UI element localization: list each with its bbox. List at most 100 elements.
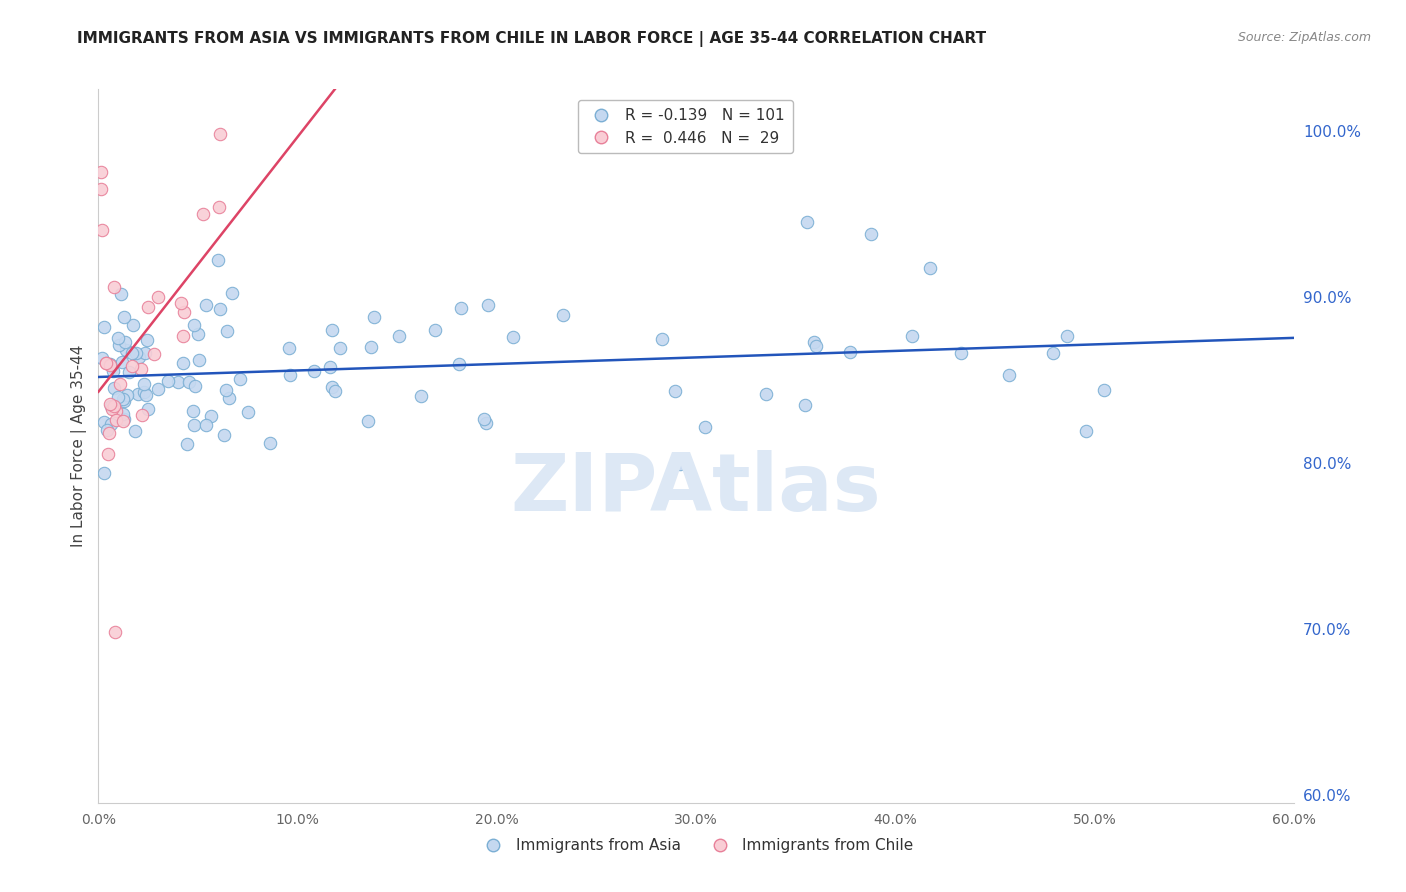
Point [1094,384,1116,398]
Point [950,346,973,360]
Point [129,362,152,376]
Point [215,324,238,338]
Point [278,341,301,355]
Text: ZIPAtlas: ZIPAtlas [510,450,882,528]
Point [170,296,193,310]
Point [803,335,825,350]
Text: IMMIGRANTS FROM ASIA VS IMMIGRANTS FROM CHILE IN LABOR FORCE | AGE 35-44 CORRELA: IMMIGRANTS FROM ASIA VS IMMIGRANTS FROM … [77,31,987,47]
Point [93,416,115,430]
Point [859,227,882,241]
Point [177,376,200,390]
Point [839,345,862,359]
Point [110,376,132,391]
Point [183,417,205,432]
Point [280,368,302,383]
Point [423,323,446,337]
Point [172,329,194,343]
Point [693,420,716,434]
Point [112,394,135,409]
Point [135,387,157,401]
Point [148,383,170,397]
Point [209,127,232,141]
Point [103,280,125,294]
Point [477,298,499,312]
Point [321,323,343,337]
Point [804,339,827,353]
Point [115,388,138,402]
Point [214,428,236,442]
Point [107,337,129,351]
Point [97,447,120,461]
Point [111,414,134,428]
Point [112,392,135,406]
Point [93,320,115,334]
Point [1042,345,1064,359]
Point [329,341,352,355]
Point [138,402,160,417]
Point [207,252,229,267]
Point [302,364,325,378]
Point [111,407,134,421]
Point [323,384,346,399]
Point [121,359,143,373]
Point [209,301,232,316]
Point [173,305,195,319]
Point [90,165,112,179]
Point [132,377,155,392]
Point [664,384,686,399]
Point [1074,425,1097,439]
Point [191,207,214,221]
Point [796,215,818,229]
Point [131,409,153,423]
Point [920,261,942,276]
Text: Source: ZipAtlas.com: Source: ZipAtlas.com [1237,31,1371,45]
Point [172,356,194,370]
Point [215,384,238,398]
Point [221,285,243,300]
Point [118,365,141,379]
Point [357,413,380,427]
Point [111,355,134,369]
Point [755,386,778,401]
Y-axis label: In Labor Force | Age 35-44: In Labor Force | Age 35-44 [72,345,87,547]
Point [112,412,135,426]
Point [98,358,121,372]
Point [132,385,155,400]
Point [1056,329,1078,343]
Point [259,436,281,450]
Point [90,182,112,196]
Point [103,399,125,413]
Point [363,310,385,324]
Legend: Immigrants from Asia, Immigrants from Chile: Immigrants from Asia, Immigrants from Ch… [472,832,920,859]
Point [176,437,198,451]
Point [136,300,159,314]
Point [167,375,190,389]
Point [208,200,231,214]
Point [128,351,150,365]
Point [101,402,124,417]
Point [143,347,166,361]
Point [100,399,122,413]
Point [794,398,817,412]
Point [94,356,117,370]
Point [388,329,411,343]
Point [107,330,129,344]
Point [236,405,259,419]
Point [651,332,673,346]
Point [90,351,112,365]
Point [187,353,209,368]
Point [475,416,498,430]
Point [146,290,169,304]
Point [447,357,470,371]
Point [103,381,125,395]
Point [97,425,120,440]
Point [187,327,209,342]
Point [450,301,472,316]
Point [98,359,121,373]
Point [184,379,207,393]
Point [91,223,114,237]
Point [103,364,125,378]
Point [218,391,240,405]
Point [105,413,128,427]
Point [998,368,1021,382]
